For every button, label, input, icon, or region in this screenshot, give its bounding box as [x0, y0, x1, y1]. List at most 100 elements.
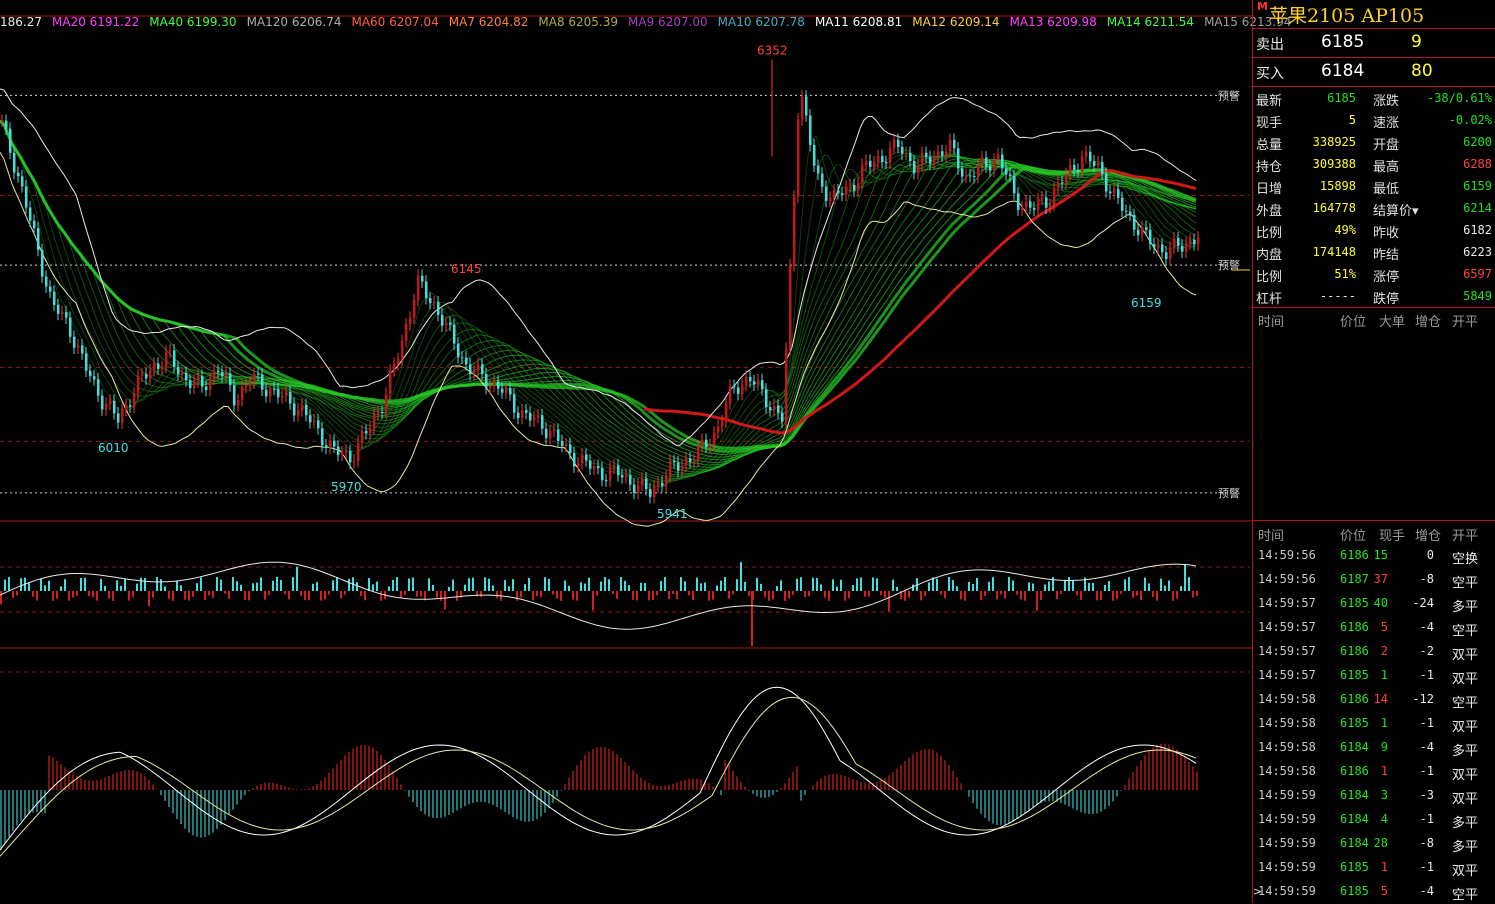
- candle-body: [981, 157, 984, 165]
- tick-row[interactable]: 14:59:59 6184 4 -1 多平: [1253, 808, 1495, 832]
- candle-body: [713, 432, 716, 446]
- col-open-close: 开平: [1452, 529, 1479, 544]
- tick-row[interactable]: 14:59:56 6187 37 -8 空平: [1253, 568, 1495, 592]
- candle-body: [53, 291, 56, 305]
- tick-row[interactable]: 14:59:57 6185 40 -24 多平: [1253, 592, 1495, 616]
- quote-label: 持仓: [1256, 160, 1283, 175]
- candle-body: [853, 185, 856, 191]
- price-annotation-low_c: 5941: [657, 507, 688, 521]
- col-oi: 增仓: [1415, 315, 1442, 330]
- candle-body: [1033, 207, 1036, 210]
- candle-body: [233, 385, 236, 406]
- bid-label: 买入: [1256, 66, 1284, 82]
- candle-body: [1177, 238, 1180, 246]
- candle-body: [1145, 227, 1148, 230]
- candle-body: [425, 281, 428, 299]
- candle-body: [1181, 245, 1184, 252]
- candle-body: [465, 357, 468, 365]
- tick-type: 空平: [1452, 696, 1479, 711]
- candle-body: [669, 461, 672, 476]
- instrument-name: 苹果2105 AP105: [1269, 5, 1425, 27]
- candle-body: [149, 370, 152, 379]
- tick-type: 空平: [1452, 888, 1479, 903]
- candle-body: [833, 190, 836, 198]
- big-order-header: 时间 价位 大单 增仓 开平: [1253, 309, 1495, 330]
- candle-body: [485, 373, 488, 388]
- tick-row[interactable]: 14:59:59 6185 1 -1 双平: [1253, 856, 1495, 880]
- candle-body: [601, 468, 604, 481]
- quote-value: 6185: [1327, 91, 1356, 105]
- quote-row: 总量 338925 开盘 6200: [1253, 131, 1495, 153]
- warning-label: 预警: [1218, 258, 1240, 272]
- candle-body: [509, 388, 512, 395]
- candle-body: [1133, 215, 1136, 230]
- tick-oi: -1: [1419, 716, 1434, 730]
- candle-body: [1101, 162, 1104, 174]
- tick-row[interactable]: 14:59:58 6184 9 -4 多平: [1253, 736, 1495, 760]
- tick-oi: -3: [1419, 788, 1434, 802]
- candle-body: [73, 336, 76, 348]
- candle-body: [993, 159, 996, 171]
- tick-row[interactable]: 14:59:58 6186 1 -1 双平: [1253, 760, 1495, 784]
- candle-body: [741, 384, 744, 395]
- candle-body: [185, 372, 188, 381]
- candle-body: [501, 388, 504, 393]
- ma-legend-item: 186.27: [0, 15, 42, 29]
- ma-line: [0, 120, 1197, 461]
- tick-time: 14:59:57: [1258, 620, 1316, 634]
- candle-body: [1121, 197, 1124, 211]
- candle-body: [577, 463, 580, 467]
- candle-body: [973, 175, 976, 178]
- candle-body: [433, 302, 436, 304]
- candle-body: [393, 363, 396, 371]
- quote-label: 开盘: [1373, 138, 1400, 153]
- candle-body: [29, 207, 32, 221]
- quote-row: 外盘 164778 结算价▾ 6214: [1253, 197, 1495, 219]
- tick-type: 空平: [1452, 624, 1479, 639]
- candle-body: [593, 465, 596, 469]
- candle-body: [441, 314, 444, 326]
- candle-body: [409, 317, 412, 325]
- tick-row[interactable]: 14:59:57 6186 5 -4 空平: [1253, 616, 1495, 640]
- candle-body: [525, 410, 528, 413]
- tick-row[interactable]: 14:59:58 6185 1 -1 双平: [1253, 712, 1495, 736]
- ma-line: [0, 120, 1197, 458]
- candle-body: [165, 351, 168, 367]
- tick-row[interactable]: 14:59:57 6185 1 -1 双平: [1253, 664, 1495, 688]
- candle-body: [813, 144, 816, 166]
- ask-row[interactable]: 卖出 6185 9: [1253, 29, 1495, 57]
- candle-body: [329, 440, 332, 448]
- tick-vol: 15: [1373, 548, 1388, 562]
- col-open-close: 开平: [1452, 315, 1479, 330]
- tick-row[interactable]: >14:59:59 6185 5 -4 空平: [1253, 880, 1495, 904]
- candle-body: [153, 363, 156, 371]
- tick-oi: -1: [1419, 812, 1434, 826]
- tick-row[interactable]: 14:59:59 6184 28 -8 多平: [1253, 832, 1495, 856]
- tick-row[interactable]: 14:59:57 6186 2 -2 双平: [1253, 640, 1495, 664]
- quote-label: 跌停: [1373, 292, 1400, 307]
- quote-row: 杠杆 ----- 跌停 5849: [1253, 285, 1495, 307]
- bid-row[interactable]: 买入 6184 80: [1253, 58, 1495, 86]
- candle-body: [309, 415, 312, 423]
- col-price: 价位: [1340, 315, 1367, 330]
- tick-type: 双平: [1452, 720, 1479, 735]
- quote-value: 6182: [1463, 223, 1492, 237]
- candle-body: [569, 444, 572, 453]
- tick-row[interactable]: 14:59:58 6186 14 -12 空平: [1253, 688, 1495, 712]
- bid-price: 6184: [1321, 61, 1365, 81]
- chart-area[interactable]: 预警 预警 预警 6352 6145 6010 5970 5941 6159 186.27 MA2…: [0, 0, 1291, 903]
- tick-row[interactable]: 14:59:59 6184 3 -3 双平: [1253, 784, 1495, 808]
- candle-body: [909, 152, 912, 162]
- candle-body: [481, 364, 484, 374]
- candle-body: [945, 151, 948, 156]
- ma-legend-item: MA11 6208.81: [814, 15, 903, 29]
- candle-body: [177, 366, 180, 375]
- ma-line: [0, 120, 1197, 485]
- tick-row[interactable]: 14:59:56 6186 15 0 空换: [1253, 544, 1495, 568]
- ma-legend-item: MA60 6207.04: [351, 15, 439, 29]
- tick-oi: -4: [1419, 884, 1434, 898]
- quote-label[interactable]: 结算价▾: [1373, 204, 1419, 219]
- candle-body: [389, 370, 392, 394]
- candle-body: [1001, 154, 1004, 169]
